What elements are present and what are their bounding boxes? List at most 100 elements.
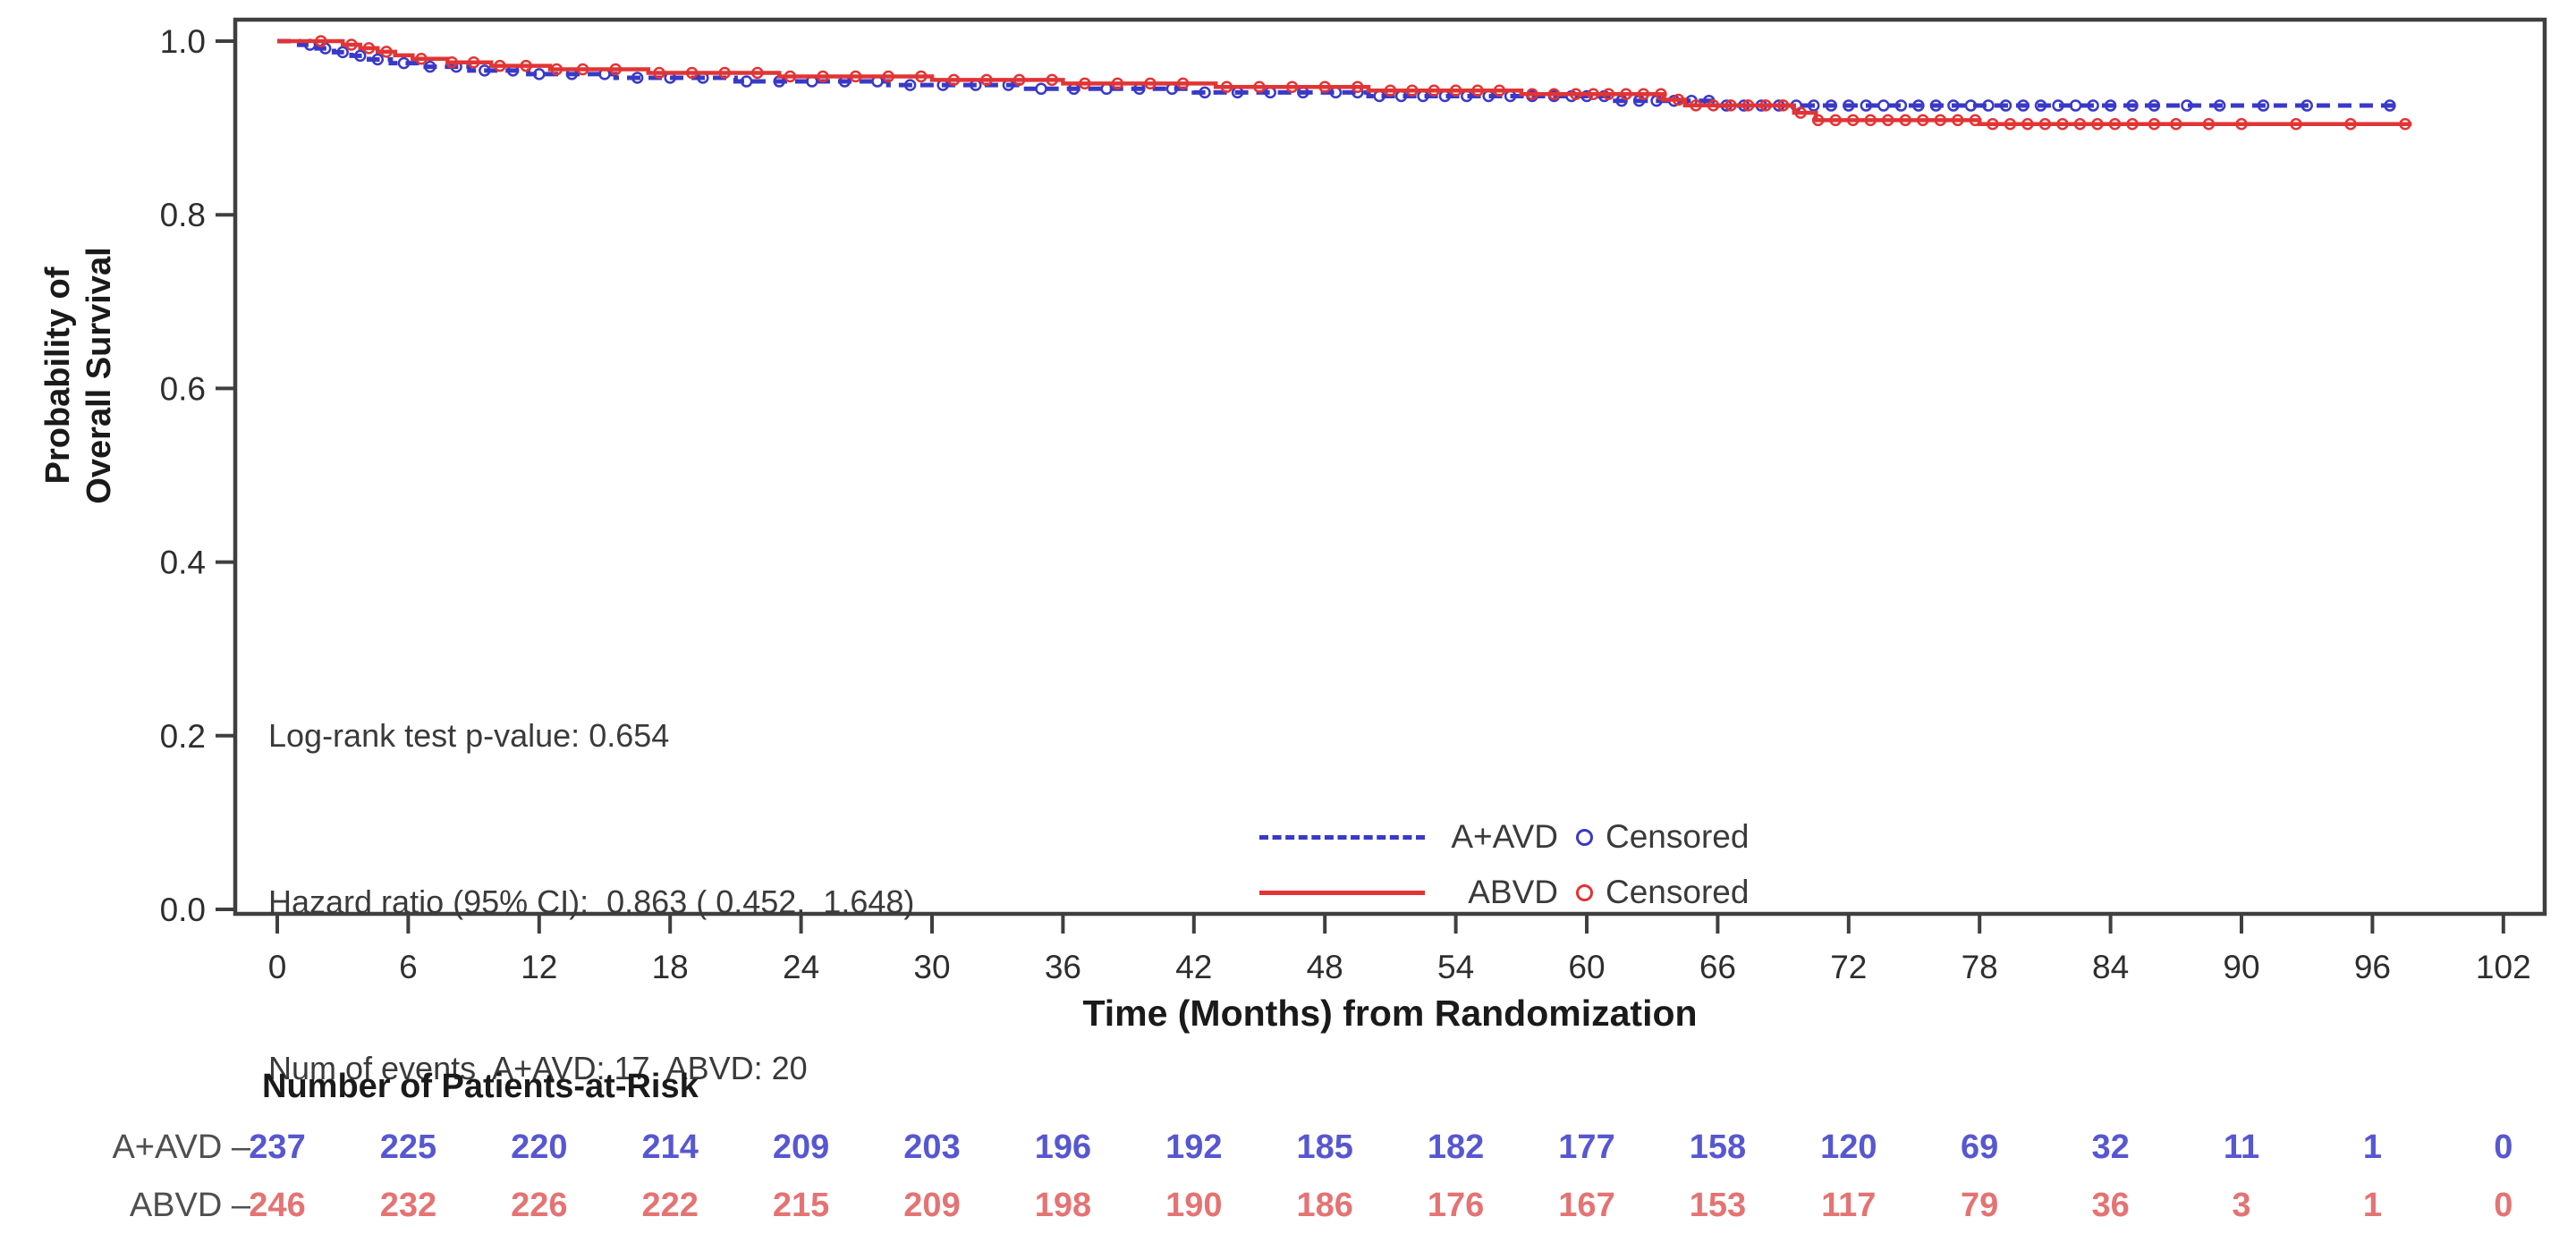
at-risk-count: 117 [1821,1187,1877,1224]
censor-mark-abvd [1079,77,1091,90]
censor-mark-abvd [2056,117,2069,131]
censor-mark-aavd [371,53,384,66]
censor-mark-abvd [1917,114,1929,127]
censor-mark-abvd [2344,117,2357,131]
censor-mark-abvd [1384,84,1397,97]
at-risk-count: 1 [2362,1187,2382,1224]
censor-mark-abvd [1829,114,1842,127]
censor-mark-abvd [1899,114,1911,127]
censor-mark-abvd [2290,117,2302,131]
censor-mark-abvd [2004,117,2017,131]
y-tick-label: 0.0 [160,891,206,928]
censor-mark-aavd [2148,99,2161,112]
censor-mark-abvd [1428,84,1440,97]
censor-mark-aavd [2069,99,2082,112]
censor-mark-abvd [2038,117,2052,131]
at-risk-count: 182 [1427,1128,1485,1166]
x-tick-label: 54 [1437,949,1474,985]
at-risk-count: 185 [1296,1128,1353,1166]
legend-row-abvd: ABVD Censored [1259,865,1749,920]
at-risk-row-label: A+AVD – [112,1128,250,1166]
abvd-legend-label: ABVD [1468,874,1558,910]
censor-mark-abvd [751,66,764,80]
censor-mark-abvd [494,59,506,72]
censor-mark-abvd [1526,88,1538,100]
censor-mark-aavd [533,68,546,80]
censor-mark-abvd [1969,114,1982,127]
censor-mark-abvd [849,70,862,83]
abvd-line-sample [1259,890,1425,895]
censor-mark-abvd [1570,88,1582,100]
censor-mark-abvd [1846,114,1860,127]
censor-mark-aavd [903,79,917,91]
at-risk-count: 192 [1165,1128,1223,1166]
at-risk-count: 1 [2362,1128,2382,1166]
at-risk-count: 209 [772,1128,830,1166]
censor-mark-aavd [631,72,644,84]
censor-mark-abvd [1176,77,1190,90]
censor-mark-abvd [415,52,428,65]
censor-mark-abvd [1741,99,1755,112]
censor-mark-abvd [1471,84,1484,97]
censor-mark-aavd [1929,99,1943,112]
censor-mark-aavd [479,64,491,77]
at-risk-count: 167 [1558,1187,1615,1224]
censor-mark-abvd [1655,88,1667,100]
at-risk-count: 3 [2232,1187,2251,1224]
censor-mark-abvd [1690,99,1702,112]
x-tick-label: 0 [268,949,287,985]
at-risk-count: 222 [641,1187,699,1224]
censor-mark-abvd [520,59,532,72]
aavd-censored-label: Censored [1606,818,1750,855]
censor-mark-aavd [336,46,349,59]
censor-mark-abvd [1406,84,1419,97]
x-tick-label: 66 [1699,949,1736,985]
x-tick-label: 102 [2476,949,2531,985]
censor-mark-abvd [1587,88,1600,100]
censor-mark-abvd [576,63,589,76]
censor-mark-aavd [2017,99,2029,112]
x-tick-label: 90 [2223,949,2259,985]
censor-mark-abvd [2235,117,2248,131]
censor-mark-abvd [1352,80,1364,94]
y-tick-label: 1.0 [160,23,206,60]
at-risk-count: 153 [1689,1187,1747,1224]
censor-mark-abvd [1864,114,1877,127]
x-tick-label: 84 [2092,949,2129,985]
censor-mark-abvd [1449,84,1462,97]
legend-row-aavd: A+AVD Censored [1259,809,1749,865]
num-events-text: Num of events A+AVD: 17 ABVD: 20 [268,1050,808,1086]
at-risk-count: 209 [903,1187,961,1224]
censor-mark-abvd [2148,117,2161,131]
aavd-legend-label: A+AVD [1451,818,1558,855]
x-tick-label: 30 [913,949,950,985]
y-axis-title-line2: Overall Survival [80,247,118,504]
at-risk-header: Number of Patients-at-Risk [262,1068,699,1105]
at-risk-count: 79 [1961,1187,1999,1224]
at-risk-count: 32 [2091,1128,2130,1166]
censor-mark-abvd [1934,114,1947,127]
at-risk-count: 215 [772,1187,830,1224]
censor-mark-abvd [1285,80,1299,94]
censor-mark-abvd [947,73,961,87]
at-risk-row-label: ABVD – [129,1187,250,1224]
censor-mark-aavd [1912,99,1925,112]
x-tick-label: 6 [399,949,418,985]
censor-mark-abvd [718,66,731,80]
censor-mark-aavd [1035,82,1047,96]
at-risk-count: 0 [2494,1128,2513,1166]
x-tick-label: 96 [2354,949,2391,985]
x-tick-label: 18 [652,949,689,985]
censor-mark-abvd [2170,117,2182,131]
censor-mark-abvd [1811,114,1825,127]
censor-mark-aavd [1199,86,1211,99]
censor-mark-abvd [2202,117,2216,131]
censor-mark-abvd [1672,93,1685,106]
censor-mark-abvd [1220,80,1233,94]
survival-curve-aavd [277,38,2399,108]
censor-mark-abvd [1987,117,1999,131]
statistics-annotation: Log-rank test p-value: 0.654 Hazard rati… [268,597,914,1152]
x-tick-label: 36 [1045,949,1081,985]
at-risk-count: 69 [1961,1128,1999,1166]
